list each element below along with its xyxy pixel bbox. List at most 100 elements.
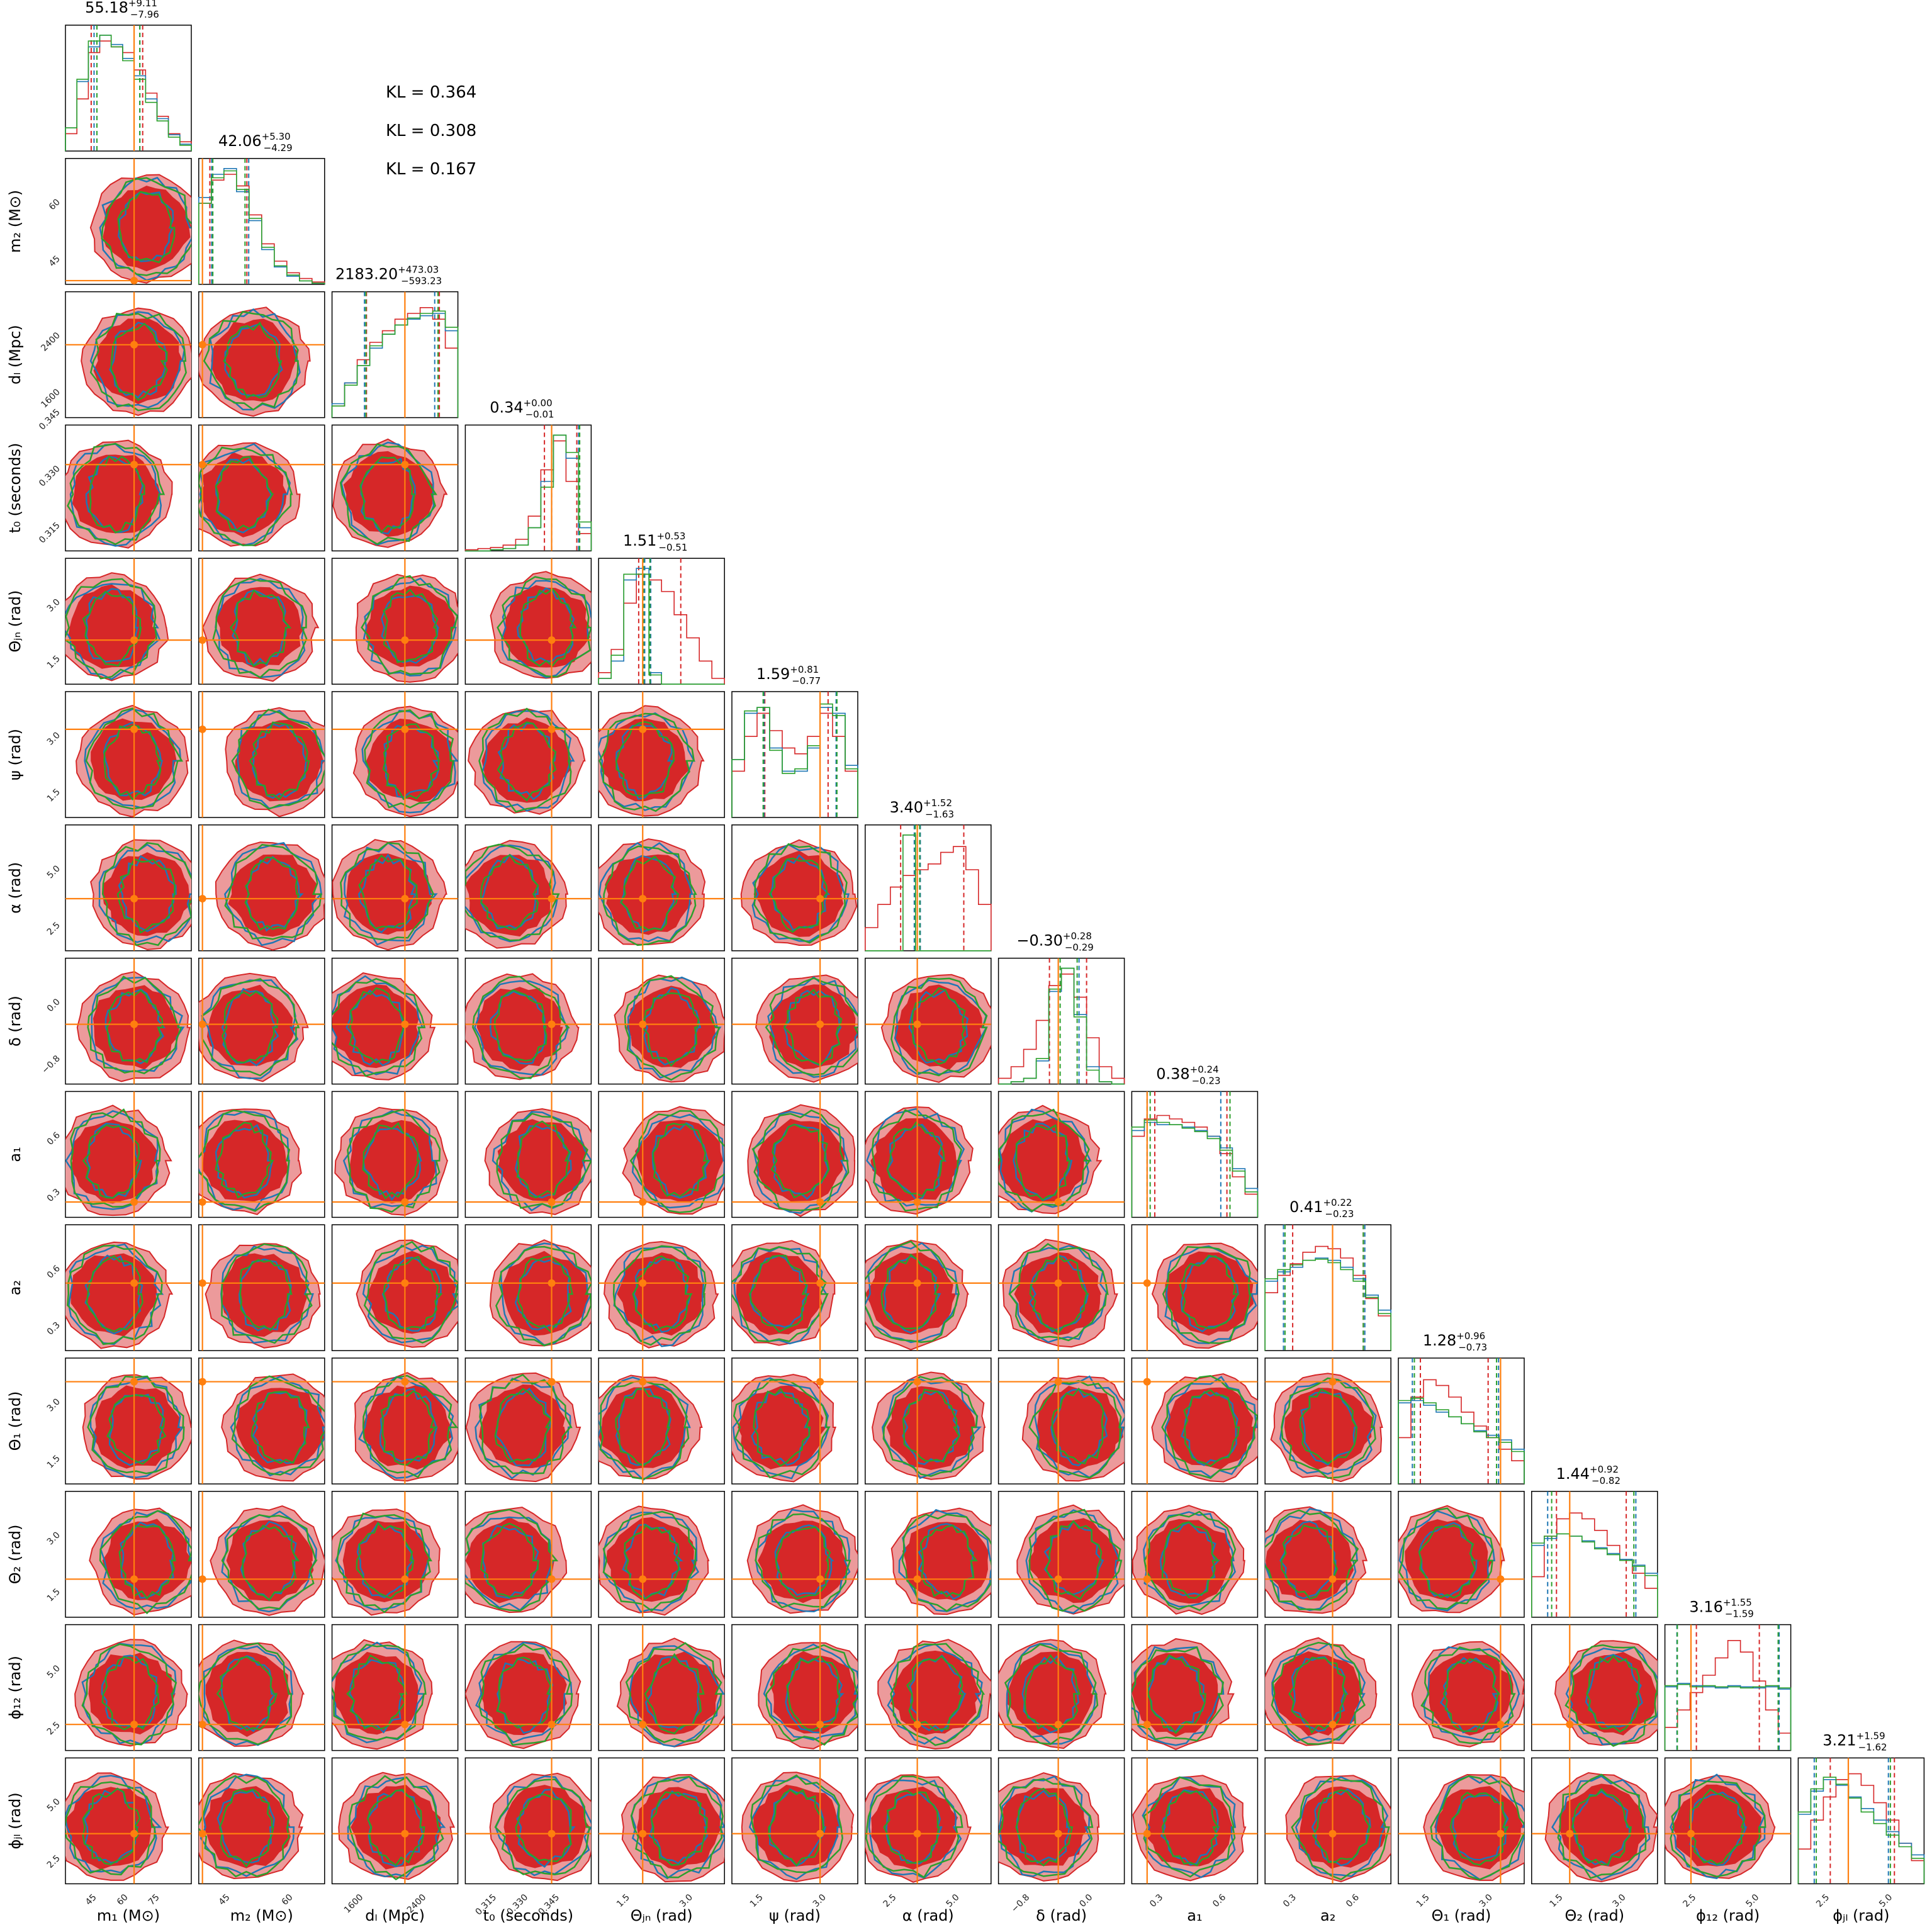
title-sub: −593.23 <box>401 276 442 287</box>
contour-green-outer <box>765 1644 858 1746</box>
truth-point <box>401 894 409 902</box>
truth-point <box>548 1575 556 1583</box>
density-content <box>332 1758 458 1884</box>
contour-green <box>215 456 274 531</box>
panel-4-3 <box>464 558 592 685</box>
truth-point <box>639 894 647 902</box>
panel-12-3 <box>464 1624 592 1751</box>
density-content <box>465 1225 592 1351</box>
panel-8-2 <box>331 1091 459 1218</box>
contour-blue-outer <box>627 976 722 1079</box>
contour-green-outer <box>362 1374 458 1478</box>
panel-7-5 <box>731 957 858 1085</box>
contour-blue-outer <box>362 1244 458 1344</box>
y-tick-label: 60 <box>47 197 62 212</box>
contour-green-outer <box>472 975 570 1079</box>
y-tick-label: 2.5 <box>45 1720 62 1737</box>
contour-blue-outer <box>868 1779 962 1879</box>
truth-point <box>401 636 409 644</box>
title-sub: −4.29 <box>264 142 293 154</box>
density-content <box>65 1225 191 1351</box>
contour-green-outer <box>750 1774 843 1873</box>
density-content <box>65 291 191 418</box>
contour-blue-outer <box>1565 1646 1658 1746</box>
hist-frame <box>1531 1491 1658 1618</box>
density-content <box>65 692 191 817</box>
contour-blue-outer <box>98 843 191 943</box>
truth-point <box>639 1721 647 1729</box>
panel-12-5 <box>731 1624 858 1751</box>
density-content <box>198 1358 325 1484</box>
title-sup: +1.52 <box>923 797 952 809</box>
density-content <box>198 425 325 551</box>
truth-point <box>639 1575 647 1583</box>
contour-green-outer <box>603 845 697 946</box>
contour-green <box>358 854 418 929</box>
density-content <box>598 1624 725 1751</box>
contour-blue <box>1452 1794 1509 1861</box>
kl-annotations: KL = 0.364 KL = 0.308 KL = 0.167 <box>386 83 476 179</box>
truth-point <box>1497 1829 1505 1838</box>
density-content <box>332 824 458 951</box>
hist-green <box>1531 1533 1658 1617</box>
panel-5-0: 1.5 3.0 <box>45 691 192 818</box>
density-content <box>198 1225 325 1351</box>
contour-green-outer <box>612 1245 707 1346</box>
truth-point <box>401 725 409 733</box>
title-sup: +0.22 <box>1323 1197 1352 1208</box>
contour-blue-outer <box>1398 1510 1496 1612</box>
contour-green-outer <box>231 1375 325 1476</box>
density-content <box>598 1091 725 1218</box>
title-sup: +1.55 <box>1723 1597 1752 1609</box>
title-main: 1.59 <box>756 665 790 683</box>
density-content <box>732 1358 858 1484</box>
contour-green-outer <box>871 1109 962 1212</box>
y-tick-label: 0.315 <box>37 520 62 546</box>
density-content <box>1265 1758 1391 1884</box>
contour-blue <box>108 1393 165 1466</box>
panel-8-5 <box>731 1091 858 1218</box>
x-tick-label: 2.5 <box>1814 1892 1831 1909</box>
panel-12-11 <box>1531 1624 1658 1751</box>
contour-green <box>239 1259 293 1332</box>
y-tick-label: 3.0 <box>45 1530 62 1547</box>
contour-blue-outer <box>1164 1245 1258 1344</box>
y-axis-label: a₂ <box>6 1280 24 1295</box>
truth-point <box>816 1378 824 1386</box>
title-sub: −1.63 <box>925 809 954 820</box>
panel-0-0: 55.18+9.11 −7.96 <box>65 0 192 152</box>
truth-point <box>130 276 138 284</box>
truth-point <box>913 1721 921 1729</box>
title-sub: −0.29 <box>1065 942 1094 953</box>
hist-red <box>1131 1115 1259 1218</box>
truth-point <box>130 1721 138 1729</box>
panel-6-1 <box>198 824 325 952</box>
contour-green-outer <box>349 1775 444 1880</box>
y-tick-label: 3.0 <box>45 731 62 748</box>
density-content <box>465 1091 592 1218</box>
contour-green <box>356 1522 415 1600</box>
title-sup: +473.03 <box>398 264 439 276</box>
contour-blue-outer <box>501 580 592 678</box>
y-tick-label: 2.5 <box>45 920 62 937</box>
y-tick-label: 1.5 <box>45 787 62 804</box>
x-tick-label: 0.6 <box>1211 1892 1228 1909</box>
contour-blue <box>516 1789 576 1868</box>
hist-green <box>465 434 592 552</box>
density-content <box>332 958 458 1084</box>
truth-point <box>548 1829 556 1838</box>
truth-point <box>401 1020 409 1028</box>
panel-4-1 <box>198 558 325 685</box>
contour-green <box>624 1524 680 1600</box>
contour-green <box>366 1789 425 1867</box>
contour-green-outer <box>1670 1780 1766 1878</box>
contour-blue-outer <box>629 1645 725 1748</box>
contour-green <box>480 1522 539 1598</box>
panel-title: 1.44+0.92 −0.82 <box>1556 1464 1620 1486</box>
x-axis-label: ϕ₁₂ (rad) <box>1696 1907 1760 1924</box>
contour-blue <box>480 853 539 929</box>
density-content <box>1398 1491 1524 1617</box>
density-content <box>998 1491 1125 1617</box>
contour-green <box>383 1255 443 1330</box>
panel-13-3: 0.315 0.330 0.345 <box>464 1757 592 1918</box>
